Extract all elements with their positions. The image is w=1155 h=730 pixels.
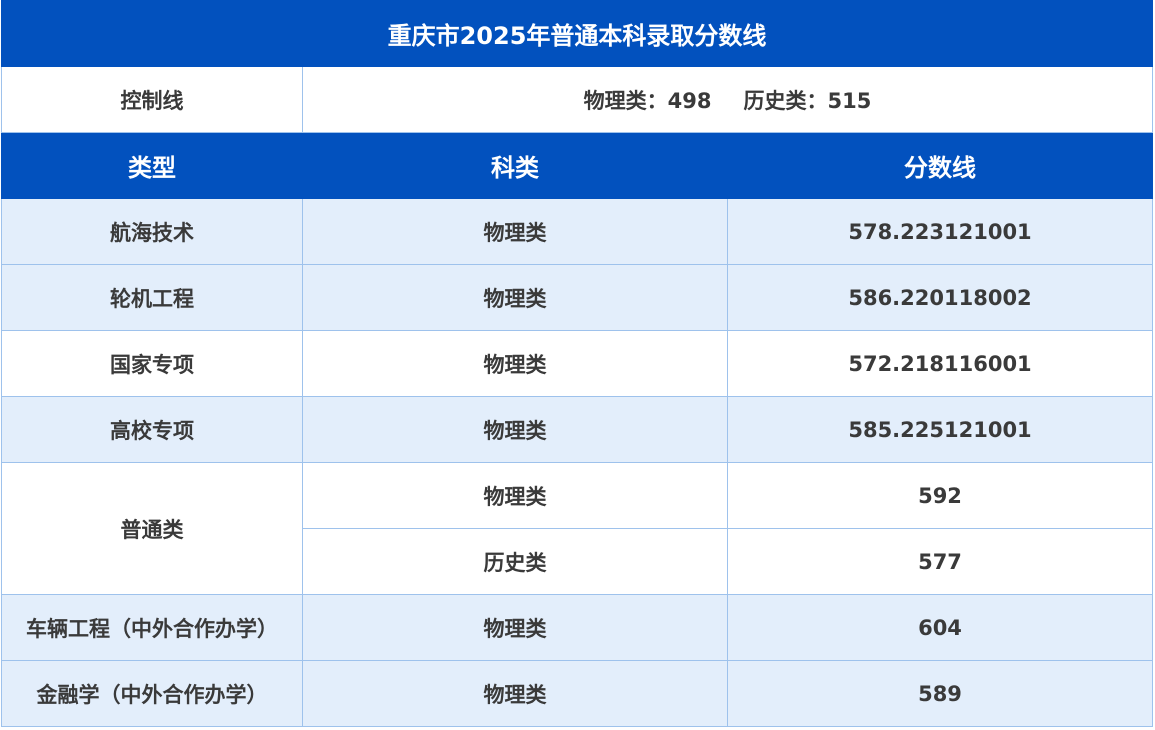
row-score: 586.220118002 — [726, 264, 1154, 331]
history-control-score: 515 — [827, 88, 872, 113]
row-score: 589 — [726, 660, 1154, 727]
physics-control-label: 物理类： — [583, 88, 668, 113]
row-subject: 物理类 — [302, 594, 728, 661]
table-row: 金融学（中外合作办学） 物理类 589 — [1, 660, 1154, 727]
row-score: 592 — [726, 462, 1154, 529]
table-title: 重庆市2025年普通本科录取分数线 — [0, 0, 1154, 67]
history-control-label: 历史类： — [743, 88, 828, 113]
header-subject: 科类 — [302, 132, 728, 199]
table-row: 车辆工程（中外合作办学） 物理类 604 — [1, 594, 1154, 661]
row-type: 车辆工程（中外合作办学） — [1, 594, 303, 661]
control-line-row: 控制线 物理类：498 历史类：515 — [1, 66, 1154, 133]
row-subject: 物理类 — [302, 264, 728, 331]
table-row: 高校专项 物理类 585.225121001 — [1, 396, 1154, 463]
table-row: 普通类 物理类 592 — [1, 462, 1154, 595]
row-type: 国家专项 — [1, 330, 303, 397]
row-type: 航海技术 — [1, 198, 303, 265]
row-subject: 物理类 — [302, 396, 728, 463]
row-subject: 历史类 — [302, 528, 728, 595]
control-line-values: 物理类：498 历史类：515 — [301, 66, 1154, 133]
table-row: 历史类 577 — [2, 528, 1154, 595]
table-row: 轮机工程 物理类 586.220118002 — [1, 264, 1154, 331]
header-type: 类型 — [1, 132, 303, 199]
row-subject: 物理类 — [302, 198, 728, 265]
row-score: 572.218116001 — [726, 330, 1154, 397]
row-type: 轮机工程 — [1, 264, 303, 331]
row-subject: 物理类 — [302, 462, 728, 529]
row-type: 高校专项 — [1, 396, 303, 463]
title-row: 重庆市2025年普通本科录取分数线 — [0, 0, 1154, 67]
row-score: 604 — [726, 594, 1154, 661]
header-score: 分数线 — [726, 132, 1154, 199]
row-type: 金融学（中外合作办学） — [1, 660, 303, 727]
header-row: 类型 科类 分数线 — [1, 132, 1154, 199]
row-score: 577 — [726, 528, 1154, 595]
control-line-label: 控制线 — [1, 66, 303, 133]
table-row: 国家专项 物理类 572.218116001 — [1, 330, 1154, 397]
row-type-general: 普通类 — [1, 462, 303, 595]
row-subject: 物理类 — [302, 330, 728, 397]
row-score: 585.225121001 — [726, 396, 1154, 463]
table-row: 航海技术 物理类 578.223121001 — [1, 198, 1154, 265]
row-score: 578.223121001 — [726, 198, 1154, 265]
physics-control-score: 498 — [667, 88, 712, 113]
row-subject: 物理类 — [302, 660, 728, 727]
